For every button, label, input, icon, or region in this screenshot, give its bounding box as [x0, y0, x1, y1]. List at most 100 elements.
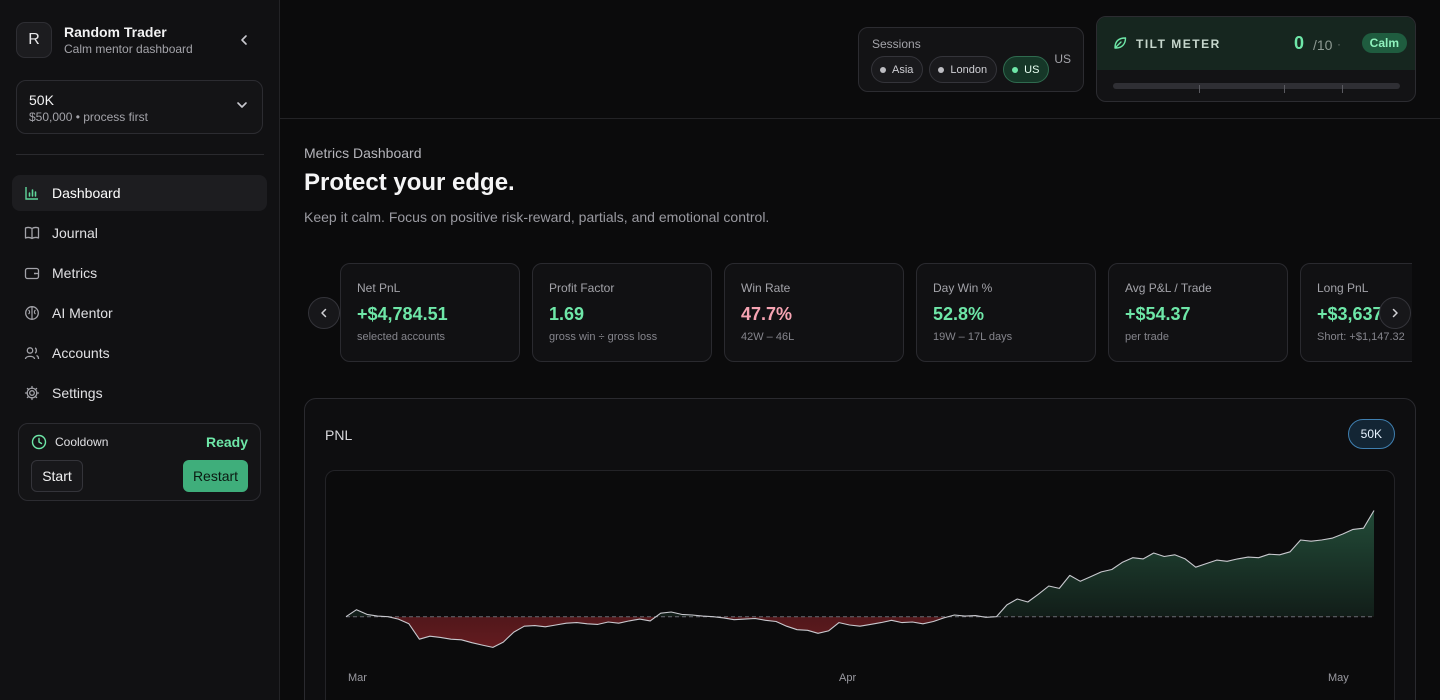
wallet-icon	[24, 265, 40, 281]
gear-icon	[24, 385, 40, 401]
sidebar-item-settings[interactable]: Settings	[12, 375, 267, 411]
tilt-meter-header: TILT METER 0 /10 · Calm	[1097, 17, 1415, 70]
metric-value: 1.69	[549, 304, 585, 324]
metric-value: 52.8%	[933, 304, 985, 324]
metric-sub: per trade	[1125, 331, 1170, 343]
account-name: 50K	[29, 92, 54, 108]
account-detail: $50,000 • process first	[29, 110, 148, 124]
pnl-area-positive	[346, 510, 1374, 617]
pnl-chart-svg	[345, 510, 1375, 648]
profile: R Random Trader Calm mentor dashboard	[16, 22, 264, 58]
metric-card-avg-pnl[interactable]: Avg P&L / Trade +$54.37 per trade	[1108, 263, 1288, 362]
carousel-prev-button[interactable]	[308, 297, 340, 329]
chevron-left-icon	[321, 308, 327, 318]
metric-card-profit-factor[interactable]: Profit Factor 1.69 gross win ÷ gross los…	[532, 263, 712, 362]
tilt-meter-bar	[1113, 83, 1400, 93]
sessions-current: US	[1054, 52, 1071, 66]
metric-label: Profit Factor	[549, 281, 615, 295]
avatar: R	[16, 22, 52, 58]
session-chip-us[interactable]: US	[1003, 56, 1050, 83]
metric-sub: gross win ÷ gross loss	[549, 331, 658, 343]
sidebar-divider	[16, 154, 264, 155]
sidebar-item-label: Accounts	[52, 345, 110, 361]
main-content: Metrics Dashboard Protect your edge. Kee…	[280, 119, 1440, 700]
account-select[interactable]: 50K $50,000 • process first	[16, 80, 263, 134]
cooldown-start-button[interactable]: Start	[31, 460, 83, 492]
brain-icon	[24, 305, 40, 321]
profile-text: Random Trader Calm mentor dashboard	[64, 23, 193, 57]
session-chip-london[interactable]: London	[929, 56, 998, 83]
page-subtitle: Keep it calm. Focus on positive risk-rew…	[304, 209, 770, 225]
tilt-state-badge: Calm	[1361, 33, 1407, 53]
top-bar: Sessions Asia London US US TILT METER 0 …	[280, 0, 1440, 119]
cooldown-panel: Cooldown Ready Start Restart	[18, 423, 261, 501]
x-tick-label: Apr	[839, 672, 857, 684]
metric-sub: 42W – 46L	[741, 331, 795, 343]
chevron-left-icon	[241, 35, 247, 45]
page-title: Protect your edge.	[304, 169, 515, 196]
tilt-tick	[1199, 85, 1200, 93]
tilt-meter-max: /10	[1313, 37, 1333, 53]
metric-card-net-pnl[interactable]: Net PnL +$4,784.51 selected accounts	[340, 263, 520, 362]
metric-card-day-win[interactable]: Day Win % 52.8% 19W – 17L days	[916, 263, 1096, 362]
leaf-icon	[1114, 37, 1127, 49]
sidebar-item-journal[interactable]: Journal	[12, 215, 267, 251]
session-chips: Asia London US	[871, 56, 1050, 83]
tilt-meter: TILT METER 0 /10 · Calm	[1096, 16, 1416, 102]
sidebar: R Random Trader Calm mentor dashboard 50…	[0, 0, 280, 700]
x-tick-label: May	[1328, 672, 1349, 684]
pnl-chart: Mar Apr May	[325, 470, 1395, 700]
cooldown-title: Cooldown	[55, 435, 109, 449]
cooldown-restart-button[interactable]: Restart	[183, 460, 248, 492]
cooldown-header: Cooldown	[31, 434, 108, 450]
metric-label: Day Win %	[933, 281, 993, 295]
sidebar-item-label: Dashboard	[52, 185, 121, 201]
metric-card-win-rate[interactable]: Win Rate 47.7% 42W – 46L	[724, 263, 904, 362]
breadcrumb: Metrics Dashboard	[304, 145, 422, 161]
metric-label: Avg P&L / Trade	[1125, 281, 1212, 295]
tilt-tick	[1342, 85, 1343, 93]
pnl-card: PNL 50K Mar Apr May	[304, 398, 1416, 700]
tilt-meter-title: TILT METER	[1136, 37, 1221, 51]
tilt-meter-value: 0	[1294, 33, 1305, 53]
metric-value: +$54.37	[1125, 304, 1191, 324]
metrics-track: Net PnL +$4,784.51 selected accounts Pro…	[340, 263, 1412, 363]
sidebar-item-label: AI Mentor	[52, 305, 113, 321]
carousel-next-button[interactable]	[1379, 297, 1411, 329]
sidebar-item-metrics[interactable]: Metrics	[12, 255, 267, 291]
session-chip-label: London	[950, 63, 988, 76]
metrics-carousel: Net PnL +$4,784.51 selected accounts Pro…	[308, 263, 1412, 363]
book-icon	[24, 225, 40, 241]
sessions-panel: Sessions Asia London US US	[858, 27, 1084, 92]
clock-icon	[31, 434, 47, 450]
users-icon	[24, 345, 40, 361]
chevron-right-icon	[1392, 308, 1398, 318]
pnl-title: PNL	[325, 427, 353, 443]
metric-sub: 19W – 17L days	[933, 331, 1013, 343]
dot-icon	[880, 66, 886, 73]
collapse-sidebar-button[interactable]	[234, 30, 254, 50]
bar-chart-icon	[24, 185, 40, 201]
metric-label: Long PnL	[1317, 281, 1369, 295]
sessions-title: Sessions	[872, 37, 921, 51]
profile-name: Random Trader	[64, 24, 167, 40]
session-chip-asia[interactable]: Asia	[871, 56, 924, 83]
tilt-tick	[1284, 85, 1285, 93]
sidebar-item-dashboard[interactable]: Dashboard	[12, 175, 267, 211]
cooldown-status: Ready	[205, 434, 248, 450]
profile-subtitle: Calm mentor dashboard	[64, 42, 193, 56]
metric-sub: Short: +$1,147.32	[1317, 331, 1405, 343]
sidebar-item-accounts[interactable]: Accounts	[12, 335, 267, 371]
pnl-area-negative	[388, 616, 996, 648]
pnl-account-badge[interactable]: 50K	[1347, 419, 1395, 449]
sidebar-nav: Dashboard Journal Metrics AI Mentor	[12, 175, 267, 415]
metric-label: Net PnL	[357, 281, 401, 295]
chevron-down-icon	[237, 102, 247, 108]
sidebar-item-label: Journal	[52, 225, 98, 241]
session-chip-label: Asia	[892, 63, 914, 76]
sidebar-item-ai-mentor[interactable]: AI Mentor	[12, 295, 267, 331]
pnl-series-line	[345, 510, 1375, 648]
dot-icon	[1012, 66, 1019, 73]
metric-value: +$3,637	[1317, 304, 1383, 324]
